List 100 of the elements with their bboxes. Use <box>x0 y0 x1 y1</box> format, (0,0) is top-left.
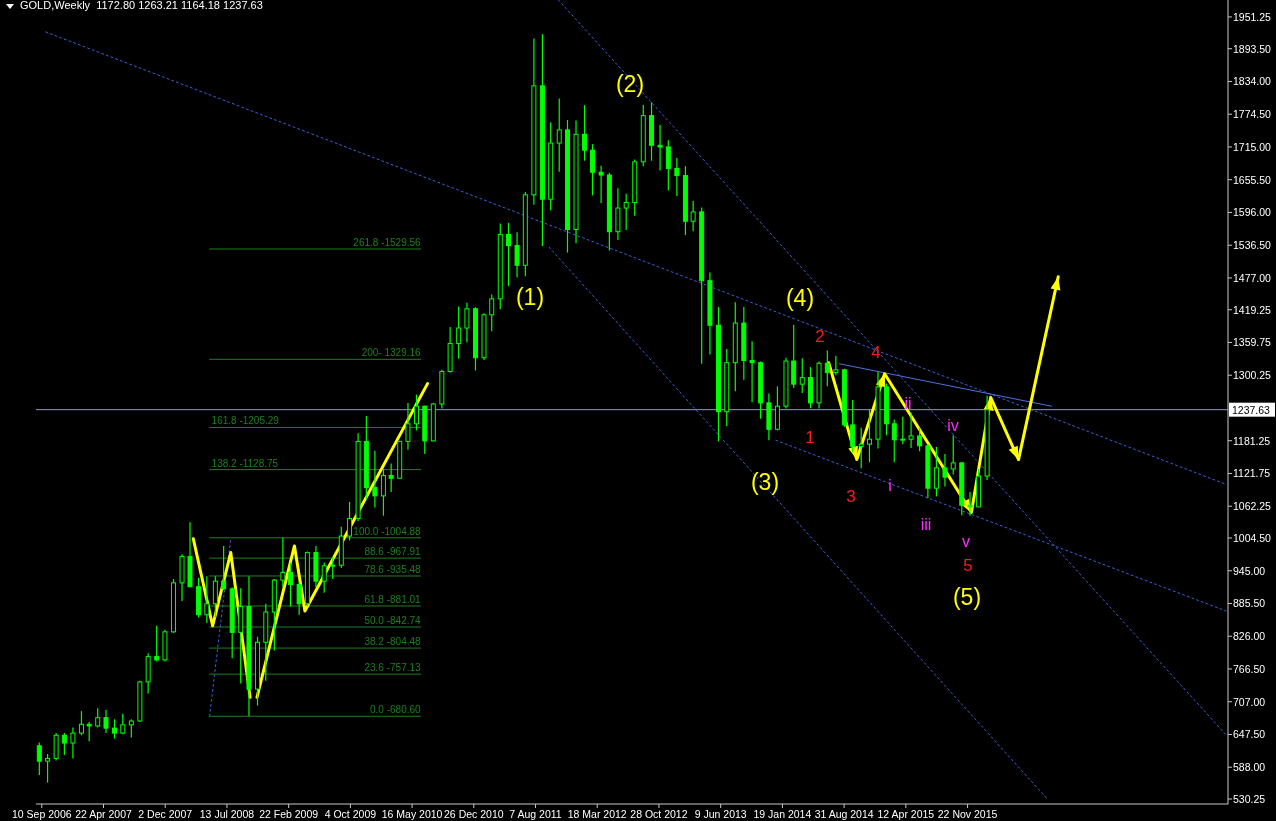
chart-title: GOLD,Weekly 1172.80 1263.21 1164.18 1237.63 <box>20 0 263 11</box>
annotation: 4 <box>871 342 881 362</box>
annotation: i <box>888 476 892 494</box>
candlestick <box>45 753 51 784</box>
candlestick <box>791 324 797 389</box>
candlestick <box>556 97 562 173</box>
annotation: 3 <box>846 486 856 506</box>
candlestick <box>833 355 839 376</box>
candlestick <box>942 453 948 488</box>
y-tick-label: 1181.25 <box>1233 434 1271 447</box>
series-label: 161.8 -1205.29 <box>211 415 280 427</box>
candlestick <box>330 556 336 580</box>
annotation: (4) <box>785 285 815 311</box>
candlestick <box>61 732 67 756</box>
y-tick-label: 945.00 <box>1233 564 1266 577</box>
y-tick-label: 885.50 <box>1233 597 1266 610</box>
x-tick-label: 22 Nov 2015 <box>937 808 998 820</box>
y-tick-label: 1596.00 <box>1233 206 1272 219</box>
candlestick <box>598 165 604 204</box>
x-tick-label: 18 Mar 2012 <box>567 808 627 820</box>
x-tick-label: 26 Dec 2010 <box>444 808 504 820</box>
ref-line-label: 1237.63 <box>1232 403 1271 416</box>
candlestick <box>674 157 680 197</box>
candlestick <box>933 446 939 498</box>
candlestick <box>858 427 864 469</box>
candlestick <box>288 561 294 608</box>
annotation: iv <box>947 416 959 434</box>
annotation: (2) <box>615 71 645 97</box>
x-tick-label: 28 Oct 2012 <box>630 808 688 820</box>
candlestick <box>749 340 755 403</box>
annotation: (3) <box>750 469 780 495</box>
candlestick <box>95 707 101 729</box>
y-tick-label: 1359.75 <box>1233 336 1272 349</box>
series-label: 138.2 -1128.75 <box>211 457 279 469</box>
candlestick <box>464 302 470 343</box>
annotation: iii <box>920 515 932 533</box>
candlestick <box>506 222 512 287</box>
candlestick <box>414 394 419 431</box>
x-tick-label: 4 Oct 2009 <box>324 808 377 820</box>
y-tick-label: 1774.50 <box>1233 108 1272 121</box>
series-label: 100.0 -1004.88 <box>353 525 422 537</box>
candlestick <box>866 408 872 463</box>
candlestick <box>380 468 386 517</box>
candlestick <box>657 124 663 172</box>
x-tick-label: 22 Feb 2009 <box>259 808 319 820</box>
candlestick <box>774 385 780 431</box>
candlestick <box>347 501 353 542</box>
series-label: 0.0 -680.60 <box>370 704 422 716</box>
y-tick-label: 707.00 <box>1233 695 1266 708</box>
candlestick <box>590 143 596 196</box>
y-tick-label: 588.00 <box>1233 761 1266 774</box>
x-tick-label: 16 May 2010 <box>381 808 443 820</box>
annotation: 5 <box>963 555 973 575</box>
candlestick <box>280 537 286 588</box>
candlestick <box>690 200 696 232</box>
candlestick <box>154 625 160 663</box>
candlestick <box>388 462 394 493</box>
y-tick-label: 530.25 <box>1233 793 1266 806</box>
y-tick-label: 1419.25 <box>1233 303 1272 316</box>
x-tick-label: 10 Sep 2006 <box>12 808 72 820</box>
y-tick-label: 1477.00 <box>1233 271 1272 284</box>
candlestick <box>950 434 956 476</box>
y-tick-label: 1062.25 <box>1233 500 1272 513</box>
candlestick <box>799 357 805 394</box>
y-tick-label: 1715.00 <box>1233 140 1272 153</box>
series-label: 61.8 -881.01 <box>364 593 422 605</box>
annotation: (5) <box>952 584 982 610</box>
series-label: 261.8 -1529.56 <box>353 237 422 249</box>
x-tick-label: 9 Jun 2013 <box>694 808 747 820</box>
annotation: 2 <box>815 326 825 346</box>
candlestick <box>53 732 59 762</box>
candlestick <box>891 418 897 463</box>
y-tick-label: 1300.25 <box>1233 369 1272 382</box>
candlestick <box>967 491 973 517</box>
y-tick-label: 1834.00 <box>1233 75 1272 88</box>
x-tick-label: 2 Dec 2007 <box>138 808 193 820</box>
candlestick <box>78 710 84 736</box>
candlestick <box>86 721 92 742</box>
y-tick-label: 826.00 <box>1233 630 1266 643</box>
y-tick-label: 647.50 <box>1233 728 1266 741</box>
x-tick-label: 31 Aug 2014 <box>814 808 874 820</box>
candlestick <box>582 104 588 162</box>
series-label: 88.6 -967.91 <box>364 546 422 558</box>
annotation: (1) <box>515 284 545 310</box>
candlestick <box>917 427 923 452</box>
candlestick <box>204 575 210 624</box>
candlestick <box>36 741 42 776</box>
y-tick-label: 1655.50 <box>1233 173 1272 186</box>
y-tick-label: 1893.50 <box>1233 42 1272 55</box>
candlestick <box>623 193 629 231</box>
series-label: 38.2 -804.48 <box>364 636 422 648</box>
candlestick <box>70 727 76 760</box>
candlestick <box>128 718 134 739</box>
series-label: 78.6 -935.48 <box>364 563 422 575</box>
candlestick <box>296 581 302 616</box>
candlestick <box>615 187 621 241</box>
series-label: 200- 1329.16 <box>361 347 422 359</box>
annotation: 1 <box>805 427 815 447</box>
candlestick <box>405 402 411 451</box>
y-tick-label: 1004.50 <box>1233 531 1272 544</box>
